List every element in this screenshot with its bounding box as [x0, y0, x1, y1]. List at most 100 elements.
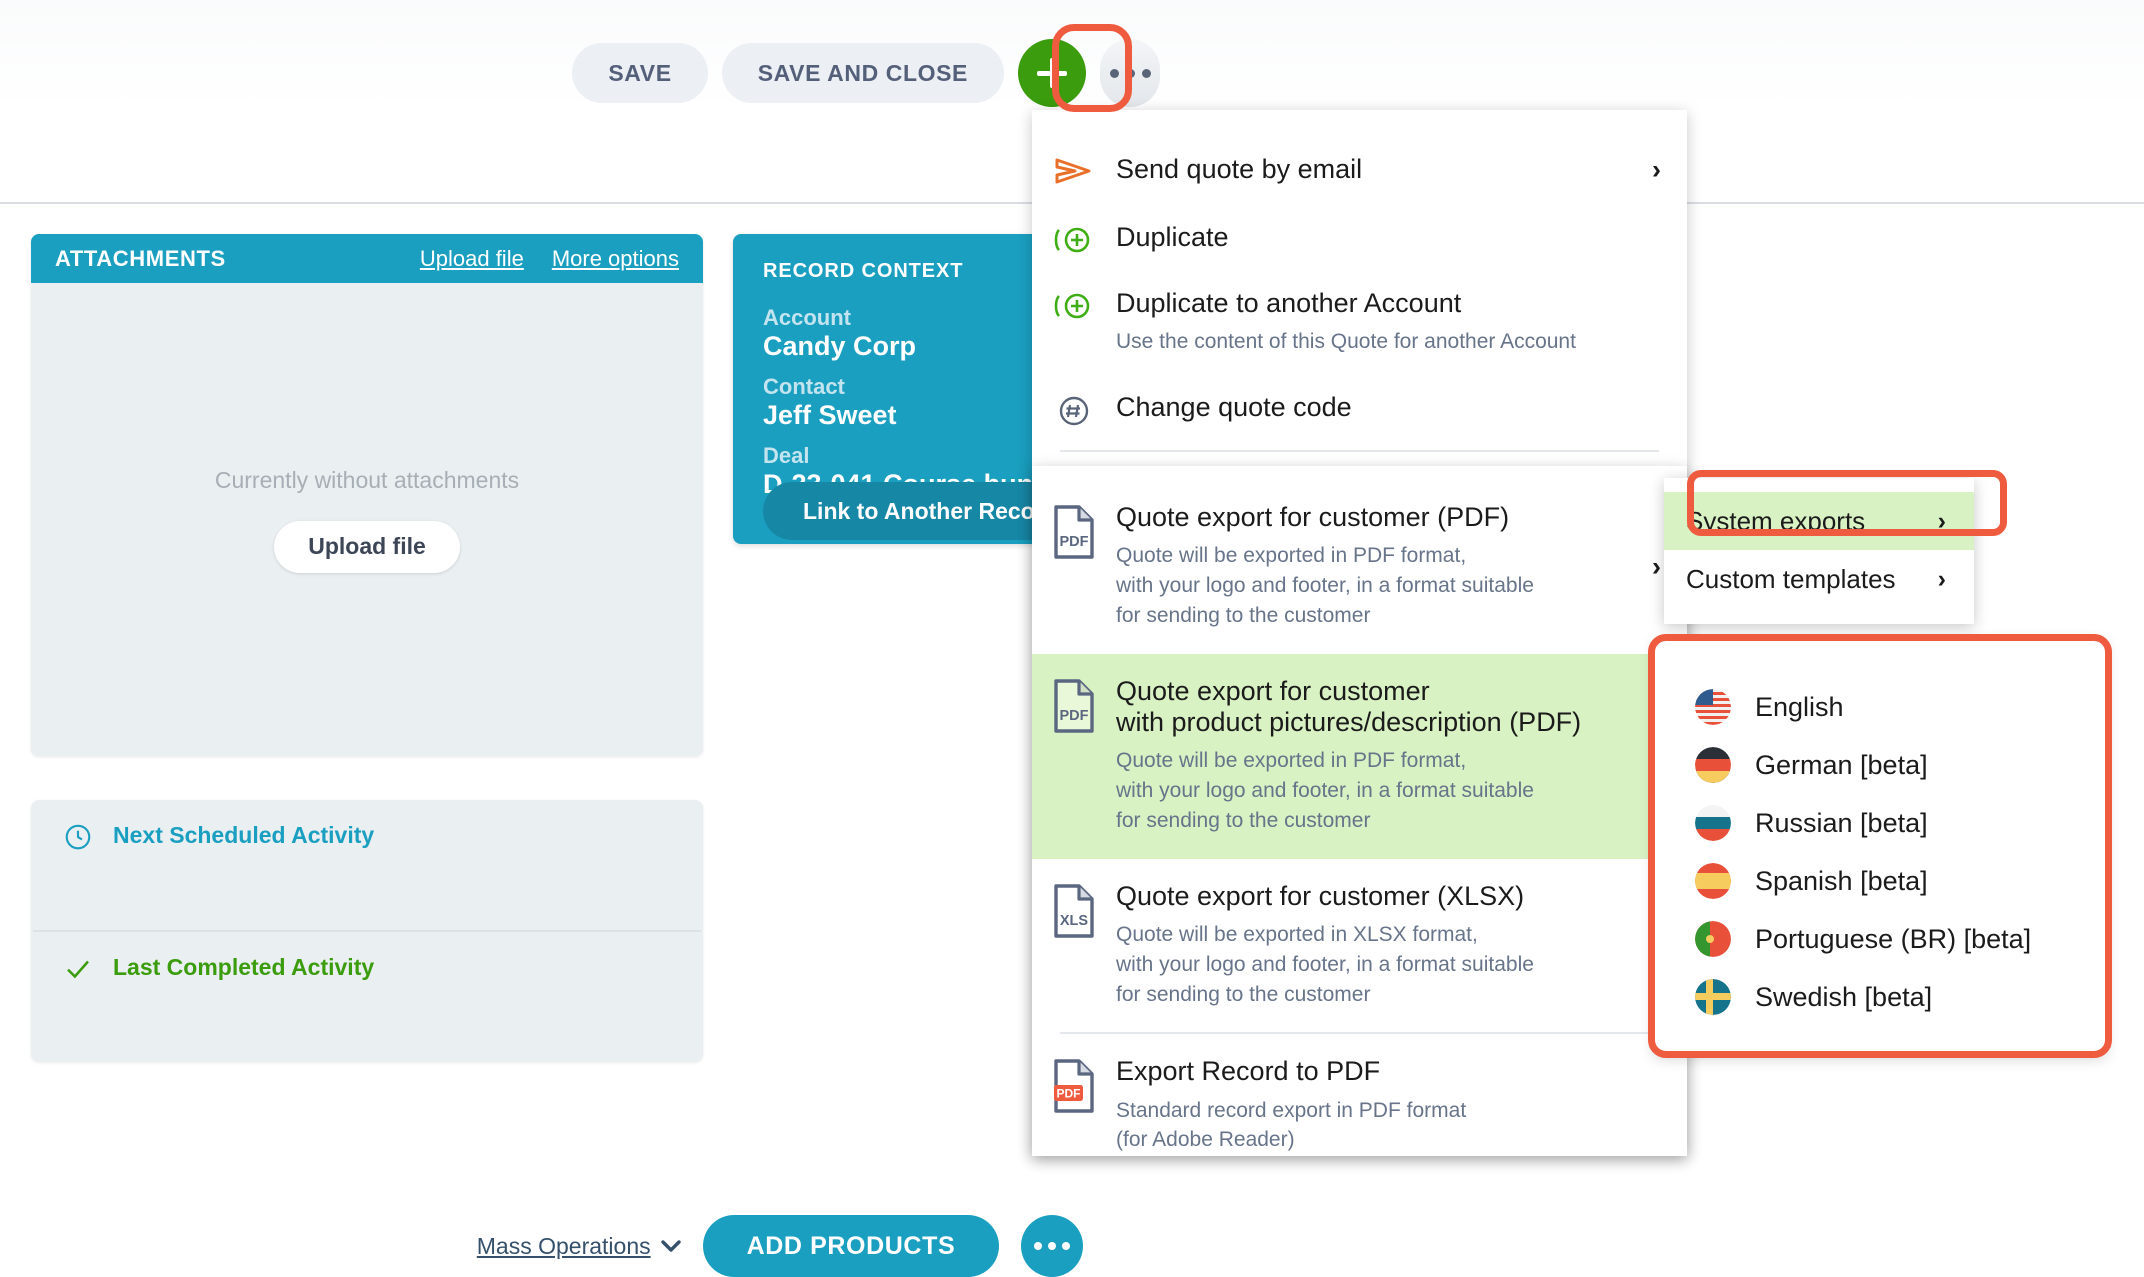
menu-item-label: Duplicate: [1116, 222, 1229, 252]
language-item-swedish[interactable]: Swedish [beta]: [1655, 968, 2105, 1026]
save-and-close-button[interactable]: SAVE AND CLOSE: [721, 43, 1004, 103]
xls-file-icon: XLS: [1032, 881, 1116, 939]
hash-icon: [1032, 392, 1116, 428]
export-item-description-line: Standard record export in PDF format: [1116, 1098, 1467, 1122]
last-completed-activity-label: Last Completed Activity: [113, 954, 375, 980]
record-context-field-label: Deal: [763, 443, 810, 468]
chevron-right-icon: ›: [1652, 551, 1661, 582]
flag-us-icon: [1695, 689, 1731, 725]
menu-item-description: Use the content of this Quote for anothe…: [1116, 330, 1576, 354]
svg-text:PDF: PDF: [1057, 1087, 1081, 1101]
flag-se-icon: [1695, 979, 1731, 1015]
export-item-label-line2: with product pictures/description (PDF): [1116, 706, 1582, 737]
mass-operations-label: Mass Operations: [476, 1232, 651, 1259]
flag-ru-icon: [1695, 805, 1731, 841]
export-item-description-line: for sending to the customer: [1116, 808, 1371, 832]
system-exports-submenu: System exports › Custom templates ›: [1664, 478, 1974, 624]
svg-text:PDF: PDF: [1060, 534, 1089, 550]
language-submenu: English German [beta]: [1655, 640, 2105, 1054]
menu-item-label: Duplicate to another Account: [1116, 288, 1462, 318]
attachments-card: ATTACHMENTS Upload file More options Cur…: [31, 234, 703, 756]
pdf-file-icon: PDF: [1032, 502, 1116, 560]
export-item-quote-pdf-with-pictures[interactable]: PDF Quote export for customer with produ…: [1032, 653, 1687, 859]
export-item-description-line: Quote will be exported in PDF format,: [1116, 748, 1467, 772]
export-submenu: PDF Quote export for customer (PDF) Quot…: [1032, 466, 1687, 1156]
menu-item-change-quote-code[interactable]: Change quote code: [1032, 374, 1687, 450]
ellipsis-icon: [1048, 1242, 1057, 1250]
export-item-label: Export Record to PDF: [1116, 1056, 1381, 1087]
header-more-button[interactable]: [1100, 39, 1160, 107]
language-item-german[interactable]: German [beta]: [1655, 736, 2105, 794]
language-label: Spanish [beta]: [1755, 865, 1928, 896]
flag-es-icon: [1695, 863, 1731, 899]
export-item-description-line: (for Adobe Reader): [1116, 1128, 1295, 1152]
menu-item-label: Custom templates: [1686, 563, 1896, 594]
ellipsis-icon: [1109, 68, 1119, 78]
menu-item-send-quote-by-email[interactable]: Send quote by email ›: [1032, 134, 1687, 206]
ellipsis-icon: [1034, 1242, 1043, 1250]
export-item-description-line: with your logo and footer, in a format s…: [1116, 573, 1534, 597]
clock-icon: [63, 822, 93, 852]
export-item-record-to-pdf[interactable]: PDF Export Record to PDF Standard record…: [1032, 1034, 1687, 1178]
ellipsis-icon: [1141, 68, 1151, 78]
export-item-label: Quote export for customer (XLSX): [1116, 880, 1525, 911]
next-scheduled-activity-row[interactable]: Next Scheduled Activity: [31, 800, 703, 930]
language-item-russian[interactable]: Russian [beta]: [1655, 794, 2105, 852]
flag-pt-icon: [1695, 921, 1731, 957]
next-scheduled-activity-label: Next Scheduled Activity: [113, 822, 375, 848]
svg-text:PDF: PDF: [1060, 708, 1089, 724]
language-item-portuguese-br[interactable]: Portuguese (BR) [beta]: [1655, 910, 2105, 968]
svg-text:XLS: XLS: [1060, 913, 1089, 929]
attachments-empty-text: Currently without attachments: [214, 466, 520, 493]
export-item-description-line: with your logo and footer, in a format s…: [1116, 952, 1534, 976]
menu-separator: [1060, 1032, 1659, 1035]
menu-item-label: Change quote code: [1116, 391, 1352, 422]
menu-item-label: Send quote by email: [1116, 154, 1363, 184]
menu-item-custom-templates[interactable]: Custom templates ›: [1664, 550, 1974, 608]
record-context-field-label: Account: [763, 305, 851, 330]
header-actions: SAVE SAVE AND CLOSE: [0, 34, 1160, 112]
mass-operations-dropdown[interactable]: Mass Operations: [477, 1233, 681, 1260]
attachments-body: Currently without attachments Upload fil…: [31, 283, 703, 756]
upload-file-button[interactable]: Upload file: [274, 520, 460, 573]
send-arrow-icon: [1032, 154, 1116, 186]
pdf-file-icon: PDF: [1032, 676, 1116, 734]
pdf-red-file-icon: PDF: [1032, 1056, 1116, 1114]
language-label: Russian [beta]: [1755, 807, 1928, 838]
export-item-quote-pdf[interactable]: PDF Quote export for customer (PDF) Quot…: [1032, 480, 1687, 654]
export-item-label: Quote export for customer: [1116, 675, 1430, 706]
menu-item-duplicate-to-another-account[interactable]: Duplicate to another Account Use the con…: [1032, 272, 1687, 374]
language-item-spanish[interactable]: Spanish [beta]: [1655, 852, 2105, 910]
bottom-action-bar: Mass Operations ADD PRODUCTS: [0, 1215, 1560, 1277]
chevron-right-icon: ›: [1652, 154, 1661, 185]
language-item-english[interactable]: English: [1655, 678, 2105, 736]
activity-card: Next Scheduled Activity Last Completed A…: [31, 800, 703, 1062]
record-context-title: RECORD CONTEXT: [763, 260, 964, 282]
record-context-field-label: Contact: [763, 374, 845, 399]
export-item-description-line: with your logo and footer, in a format s…: [1116, 778, 1534, 802]
export-item-description-line: for sending to the customer: [1116, 603, 1371, 627]
export-item-description-line: for sending to the customer: [1116, 982, 1371, 1006]
activity-divider: [33, 930, 701, 932]
add-products-button[interactable]: ADD PRODUCTS: [702, 1215, 1000, 1277]
more-options-link[interactable]: More options: [551, 245, 679, 271]
upload-file-link[interactable]: Upload file: [419, 245, 524, 271]
bottom-more-button[interactable]: [1021, 1215, 1084, 1277]
flag-de-icon: [1695, 747, 1731, 783]
duplicate-plus-icon: [1032, 288, 1116, 322]
language-label: Portuguese (BR) [beta]: [1755, 923, 2032, 954]
language-label: Swedish [beta]: [1755, 981, 1933, 1012]
ellipsis-icon: [1062, 1242, 1071, 1250]
export-item-label: Quote export for customer (PDF): [1116, 502, 1510, 532]
export-item-quote-xlsx[interactable]: XLS Quote export for customer (XLSX) Quo…: [1032, 859, 1687, 1033]
chevron-right-icon: ›: [1937, 506, 1946, 535]
save-button[interactable]: SAVE: [572, 43, 708, 103]
language-label: German [beta]: [1755, 749, 1928, 780]
chevron-down-icon: [660, 1239, 681, 1253]
menu-item-duplicate[interactable]: Duplicate: [1032, 206, 1687, 272]
menu-item-system-exports[interactable]: System exports ›: [1664, 492, 1974, 550]
add-button[interactable]: [1018, 39, 1086, 107]
check-icon: [63, 954, 93, 984]
attachments-header: ATTACHMENTS Upload file More options: [31, 234, 703, 283]
last-completed-activity-row[interactable]: Last Completed Activity: [31, 932, 703, 1062]
